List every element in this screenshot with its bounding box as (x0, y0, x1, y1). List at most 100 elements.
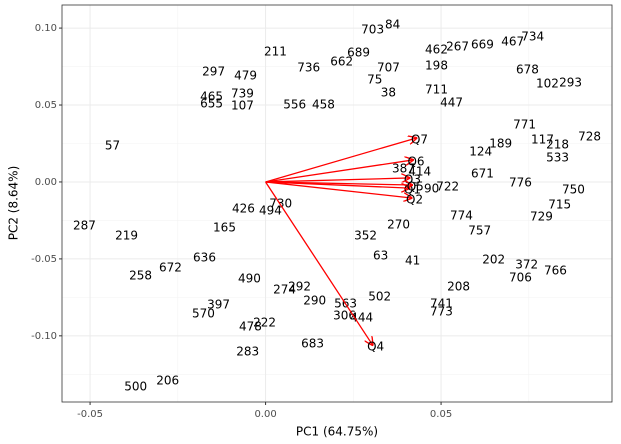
point-label: 739 (231, 87, 254, 101)
loading-label: Q6 (407, 154, 424, 168)
loading-arrow (265, 138, 417, 183)
point-label: 38 (381, 86, 396, 100)
point-label: 447 (440, 96, 463, 110)
point-label: 165 (213, 220, 236, 234)
point-label: 757 (468, 223, 491, 237)
point-label: 458 (312, 98, 335, 112)
point-label: 290 (303, 293, 326, 307)
point-label: 41 (405, 253, 420, 267)
point-label: 706 (509, 270, 532, 284)
point-label: 90 (424, 181, 439, 195)
point-label: 500 (124, 379, 147, 393)
point-label: 750 (562, 182, 585, 196)
y-tick-label: -0.05 (31, 254, 57, 265)
point-label: 57 (105, 138, 120, 152)
point-label: 274 (273, 282, 296, 296)
point-label: 490 (238, 271, 261, 285)
loading-label: Q5 (407, 180, 424, 194)
point-label: 258 (129, 268, 152, 282)
point-label: 494 (259, 203, 282, 217)
point-label: 426 (232, 201, 255, 215)
point-label: 734 (521, 30, 544, 44)
point-label: 707 (377, 61, 400, 75)
loading-arrow (265, 181, 373, 345)
point-label: 636 (193, 250, 216, 264)
y-tick-label: 0.05 (35, 100, 57, 111)
point-label: 208 (447, 279, 470, 293)
point-label: 711 (425, 83, 448, 97)
loading-arrow (265, 181, 412, 198)
point-label: 662 (330, 55, 353, 69)
point-label: 729 (530, 209, 553, 223)
point-label: 479 (234, 69, 257, 83)
point-label: 669 (471, 38, 494, 52)
point-label: 689 (347, 46, 370, 60)
point-label: 722 (436, 179, 459, 193)
loading-label: Q2 (406, 192, 423, 206)
x-axis-title: PC1 (64.75%) (296, 425, 378, 439)
point-label: 671 (471, 166, 494, 180)
y-tick-label: 0.00 (35, 177, 57, 188)
x-tick-label: 0.00 (254, 409, 276, 420)
point-label: 773 (430, 304, 453, 318)
point-label: 102 (536, 77, 559, 91)
loading-arrow (265, 178, 410, 182)
point-label: 202 (482, 252, 505, 266)
point-label: 556 (283, 98, 306, 112)
point-label: 117 (531, 132, 554, 146)
y-axis-title: PC2 (8.64%) (7, 166, 21, 241)
point-label: 655 (200, 97, 223, 111)
point-label: 206 (156, 373, 179, 387)
point-label: 776 (509, 175, 532, 189)
point-label: 736 (297, 61, 320, 75)
point-label: 715 (548, 197, 571, 211)
point-label: 211 (264, 45, 287, 59)
point-label: 502 (368, 289, 391, 303)
point-label: 774 (450, 208, 473, 222)
point-label: 741 (430, 296, 453, 310)
x-tick-label: -0.05 (77, 409, 103, 420)
point-label: 533 (546, 150, 569, 164)
point-label: 352 (354, 228, 377, 242)
point-label: 766 (544, 263, 567, 277)
point-label: 84 (385, 18, 400, 32)
point-label: 728 (578, 130, 601, 144)
point-label: 124 (469, 144, 492, 158)
point-label: 771 (513, 118, 536, 132)
loading-label: Q7 (411, 132, 428, 146)
point-label: 63 (373, 248, 388, 262)
point-label: 478 (239, 319, 262, 333)
point-label: 414 (408, 164, 431, 178)
point-label: 703 (361, 23, 384, 37)
point-label: 462 (425, 43, 448, 57)
point-label: 189 (489, 136, 512, 150)
panel-border (61, 4, 613, 403)
y-tick-label: -0.10 (31, 331, 57, 342)
point-label: 293 (559, 76, 582, 90)
point-label: 730 (269, 196, 292, 210)
point-label: 218 (546, 138, 569, 152)
point-label: 287 (73, 218, 96, 232)
point-label: 270 (387, 217, 410, 231)
point-label: 283 (236, 344, 259, 358)
point-label: 107 (231, 98, 254, 112)
x-tick-label: 0.05 (430, 409, 452, 420)
point-label: 465 (200, 90, 223, 104)
point-label: 397 (207, 297, 230, 311)
point-label: 678 (516, 63, 539, 77)
point-label: 570 (192, 306, 215, 320)
point-label: 467 (501, 35, 524, 49)
point-label: 292 (288, 279, 311, 293)
point-label: 372 (515, 257, 538, 271)
loading-label: Q4 (367, 340, 384, 354)
point-label: 267 (446, 40, 469, 54)
point-label: 198 (425, 59, 448, 73)
point-label: 672 (159, 260, 182, 274)
point-label: 222 (253, 315, 276, 329)
y-tick-label: 0.10 (35, 23, 57, 34)
point-label: 219 (115, 228, 138, 242)
point-label: 297 (202, 65, 225, 79)
point-label: 75 (367, 73, 382, 87)
loading-arrow (265, 182, 413, 185)
